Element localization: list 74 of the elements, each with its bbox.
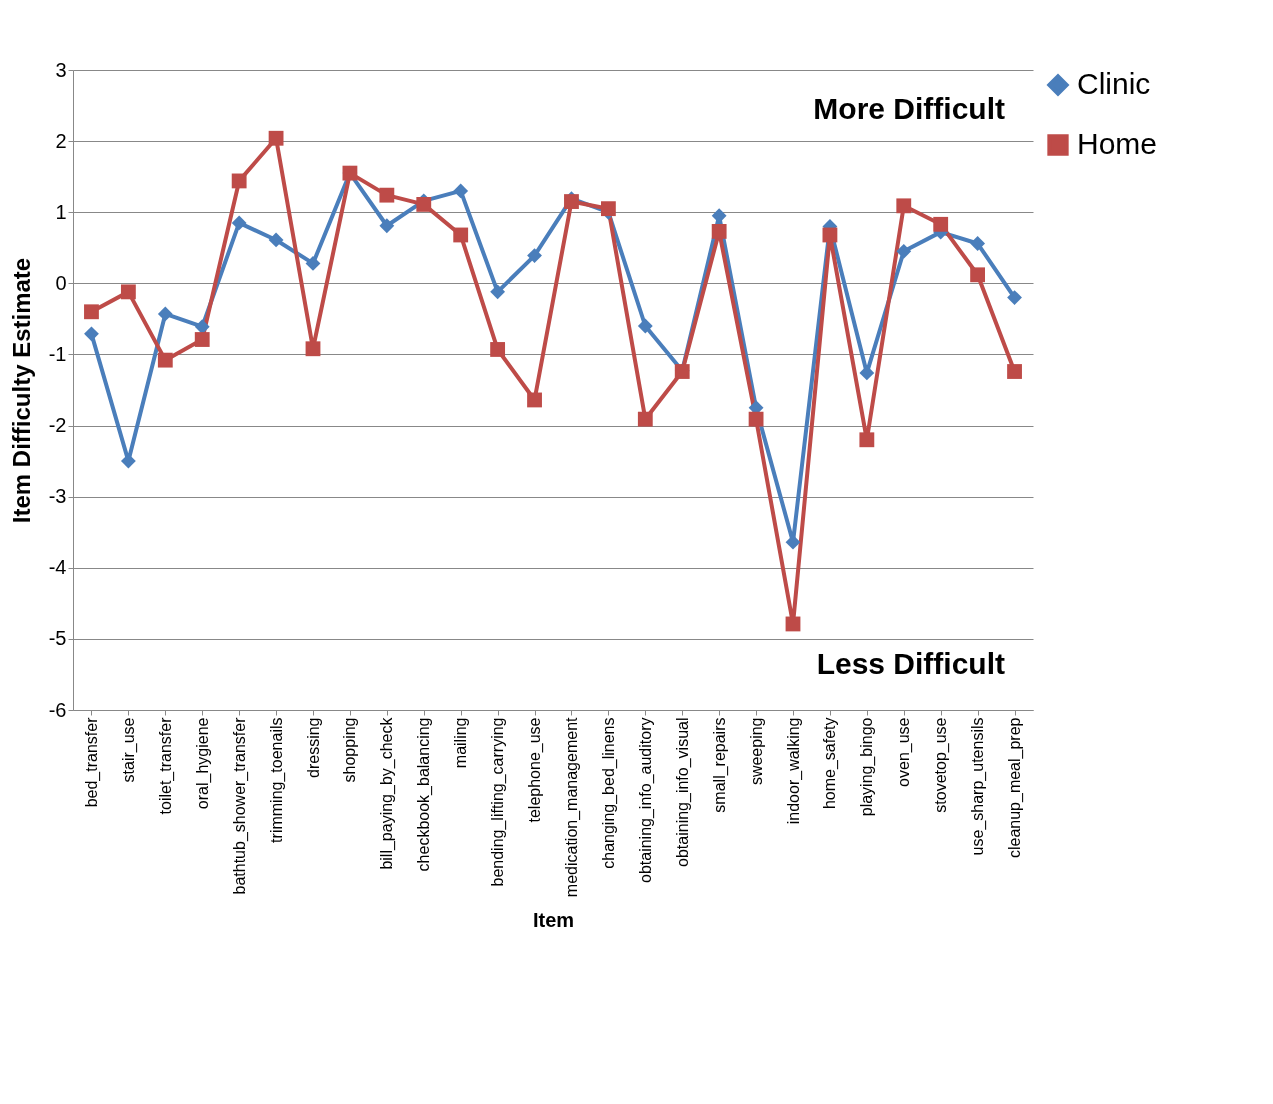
point [453, 183, 469, 199]
x-tick-label: telephone_use [526, 717, 545, 823]
point [84, 326, 99, 342]
point [933, 216, 949, 232]
y-tick-label: 2 [55, 129, 67, 152]
x-tick-label: obtaining_info_visual [673, 717, 692, 867]
point [748, 411, 764, 427]
x-tick-label: toilet_transfer [156, 716, 175, 815]
point [527, 392, 542, 408]
x-tick-label: shopping [341, 717, 359, 783]
legend-label: Home [1077, 127, 1158, 160]
y-tick-label: -5 [48, 627, 67, 650]
x-tick-label: dressing [304, 717, 322, 778]
point [305, 341, 321, 357]
x-tick-label: bed_transfer [82, 716, 101, 808]
point [157, 306, 173, 322]
y-tick-label: 0 [55, 271, 67, 294]
x-tick-label: home_safety [821, 717, 840, 810]
point [970, 267, 986, 283]
point [194, 332, 210, 347]
point [1007, 364, 1022, 379]
x-tick-label: playing_bingo [858, 717, 877, 817]
x-tick-label: use_sharp_utensils [969, 717, 988, 856]
y-tick-label: 1 [55, 200, 67, 223]
annotation: Less Difficult [816, 647, 1005, 680]
x-tick-label: mailing [452, 717, 470, 769]
point [194, 319, 210, 335]
x-tick-label: cleanup_meal_prep [1006, 717, 1025, 859]
point [896, 198, 912, 214]
annotation: More Difficult [813, 92, 1005, 125]
point [490, 342, 506, 357]
x-tick-label: oral_hygiene [193, 717, 212, 810]
y-tick-label: -4 [48, 556, 67, 579]
point [637, 318, 653, 334]
y-tick-label: -2 [48, 414, 67, 437]
point [157, 352, 173, 368]
x-tick-label: indoor_walking [784, 717, 803, 825]
x-tick-label: obtaining_info_auditory [636, 717, 655, 883]
y-tick-label: -1 [48, 342, 67, 365]
x-tick-label: bill_paying_by_check [378, 716, 397, 870]
point [84, 304, 99, 320]
x-tick-label: small_repairs [710, 717, 729, 813]
x-tick-label: bending_lifting_carrying [489, 717, 508, 887]
point [453, 227, 469, 243]
y-axis-title: Item Difficulty Estimate [7, 257, 35, 524]
point [1007, 290, 1022, 305]
y-tick-label: 3 [55, 58, 67, 81]
point [527, 248, 542, 264]
point [268, 232, 284, 248]
x-tick-label: stovetop_use [932, 717, 951, 813]
legend-label: Clinic [1077, 67, 1151, 100]
point [970, 236, 986, 251]
point [231, 173, 247, 189]
point [268, 130, 284, 146]
point [231, 215, 247, 231]
x-tick-label: bathtub_shower_transfer [230, 716, 249, 895]
x-tick-label: trimming_toenails [267, 717, 286, 843]
point [490, 284, 506, 300]
point [120, 284, 136, 300]
x-tick-label: oven_use [895, 717, 914, 787]
point [379, 187, 395, 203]
point [859, 432, 875, 448]
point [896, 243, 912, 259]
point [379, 218, 395, 234]
y-tick-label: -3 [48, 485, 67, 508]
x-tick-label: stair_use [119, 717, 138, 783]
x-tick-label: medication_management [562, 716, 581, 898]
x-tick-label: changing_bed_linens [599, 717, 618, 869]
y-tick-label: -6 [48, 698, 67, 721]
point [637, 411, 653, 427]
x-axis-title: Item [532, 909, 575, 932]
point [711, 224, 727, 239]
x-tick-label: checkbook_balancing [415, 717, 434, 872]
x-tick-label: sweeping [747, 717, 765, 786]
